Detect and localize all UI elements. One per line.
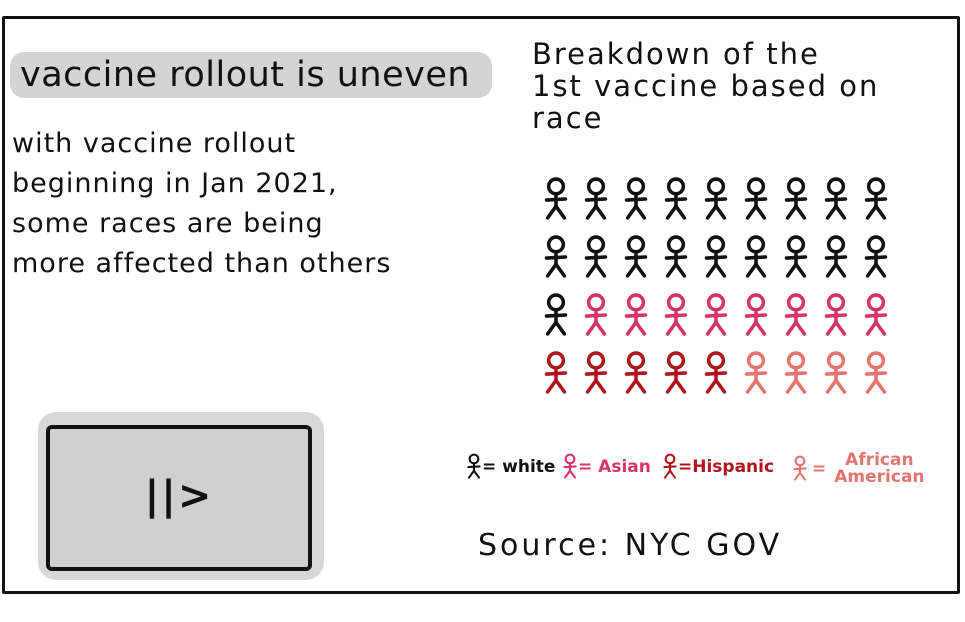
person-icon-white — [467, 453, 481, 479]
description-text: with vaccine rollout beginning in Jan 20… — [12, 124, 512, 284]
person-icon-asian — [744, 293, 768, 336]
person-icon-white — [704, 177, 728, 220]
person-icon-white — [544, 293, 568, 336]
legend-item-white: = white — [466, 452, 555, 482]
person-icon-asian — [664, 293, 688, 336]
person-icon-white — [784, 177, 808, 220]
person-icon-white — [584, 177, 608, 220]
person-icon-african-american — [784, 351, 808, 394]
legend-label: =Hispanic — [678, 457, 775, 477]
person-icon-white — [664, 235, 688, 278]
person-icon-white — [864, 235, 888, 278]
person-icon-white — [784, 235, 808, 278]
person-icon-white — [584, 235, 608, 278]
panel-frame — [2, 16, 960, 594]
source-text: Source: NYC GOV — [478, 528, 783, 563]
chart-title: Breakdown of the 1st vaccine based on ra… — [532, 38, 952, 134]
legend-label-multiline: African American — [834, 452, 924, 486]
legend-person-icon — [563, 453, 577, 479]
person-icon-asian — [563, 453, 577, 479]
person-icon-african-american — [744, 351, 768, 394]
play-pause-icon[interactable]: ||> — [144, 473, 214, 519]
person-icon-white — [744, 177, 768, 220]
legend: = white = Asian =Hispanic = African Amer… — [466, 452, 956, 496]
person-icon-white — [704, 235, 728, 278]
chart-title-line: Breakdown of the — [532, 37, 820, 71]
person-icon-asian — [784, 293, 808, 336]
description-line: with vaccine rollout — [12, 128, 297, 159]
legend-label-line: American — [834, 467, 925, 487]
description-line: more affected than others — [12, 248, 392, 279]
legend-label-line: African — [845, 450, 914, 470]
person-icon-white — [864, 177, 888, 220]
legend-item-african-american: = African American — [792, 452, 925, 486]
person-icon-white — [744, 235, 768, 278]
person-icon-hispanic — [624, 351, 648, 394]
person-icon-white — [664, 177, 688, 220]
video-player[interactable]: ||> — [46, 425, 312, 571]
chart-title-line: 1st vaccine based on — [532, 69, 880, 103]
person-icon-asian — [824, 293, 848, 336]
page-title: vaccine rollout is uneven — [20, 55, 471, 95]
chart-title-line: race — [532, 101, 604, 135]
person-icon-asian — [864, 293, 888, 336]
legend-item-asian: = Asian — [562, 452, 651, 482]
person-icon-asian — [584, 293, 608, 336]
person-icon-african-american — [864, 351, 888, 394]
legend-item-hispanic: =Hispanic — [662, 452, 774, 482]
title-highlight — [10, 52, 492, 98]
description-line: beginning in Jan 2021, — [12, 168, 338, 199]
person-icon-hispanic — [584, 351, 608, 394]
person-icon-hispanic — [704, 351, 728, 394]
person-icon-hispanic — [544, 351, 568, 394]
person-icon-african-american — [824, 351, 848, 394]
person-icon-white — [544, 235, 568, 278]
person-icon-african-american — [793, 455, 807, 481]
person-icon-hispanic — [663, 453, 677, 479]
race-pictogram — [544, 177, 888, 394]
legend-person-icon — [793, 455, 807, 481]
person-icon-hispanic — [664, 351, 688, 394]
person-icon-white — [624, 235, 648, 278]
person-icon-white — [824, 177, 848, 220]
person-icon-white — [544, 177, 568, 220]
legend-person-icon — [663, 453, 677, 479]
person-icon-white — [824, 235, 848, 278]
person-icon-white — [624, 177, 648, 220]
person-icon-asian — [624, 293, 648, 336]
legend-label: = white — [482, 457, 556, 477]
legend-label: = — [812, 459, 827, 479]
legend-label: = Asian — [578, 457, 651, 477]
legend-person-icon — [467, 453, 481, 479]
person-icon-asian — [704, 293, 728, 336]
description-line: some races are being — [12, 208, 324, 239]
